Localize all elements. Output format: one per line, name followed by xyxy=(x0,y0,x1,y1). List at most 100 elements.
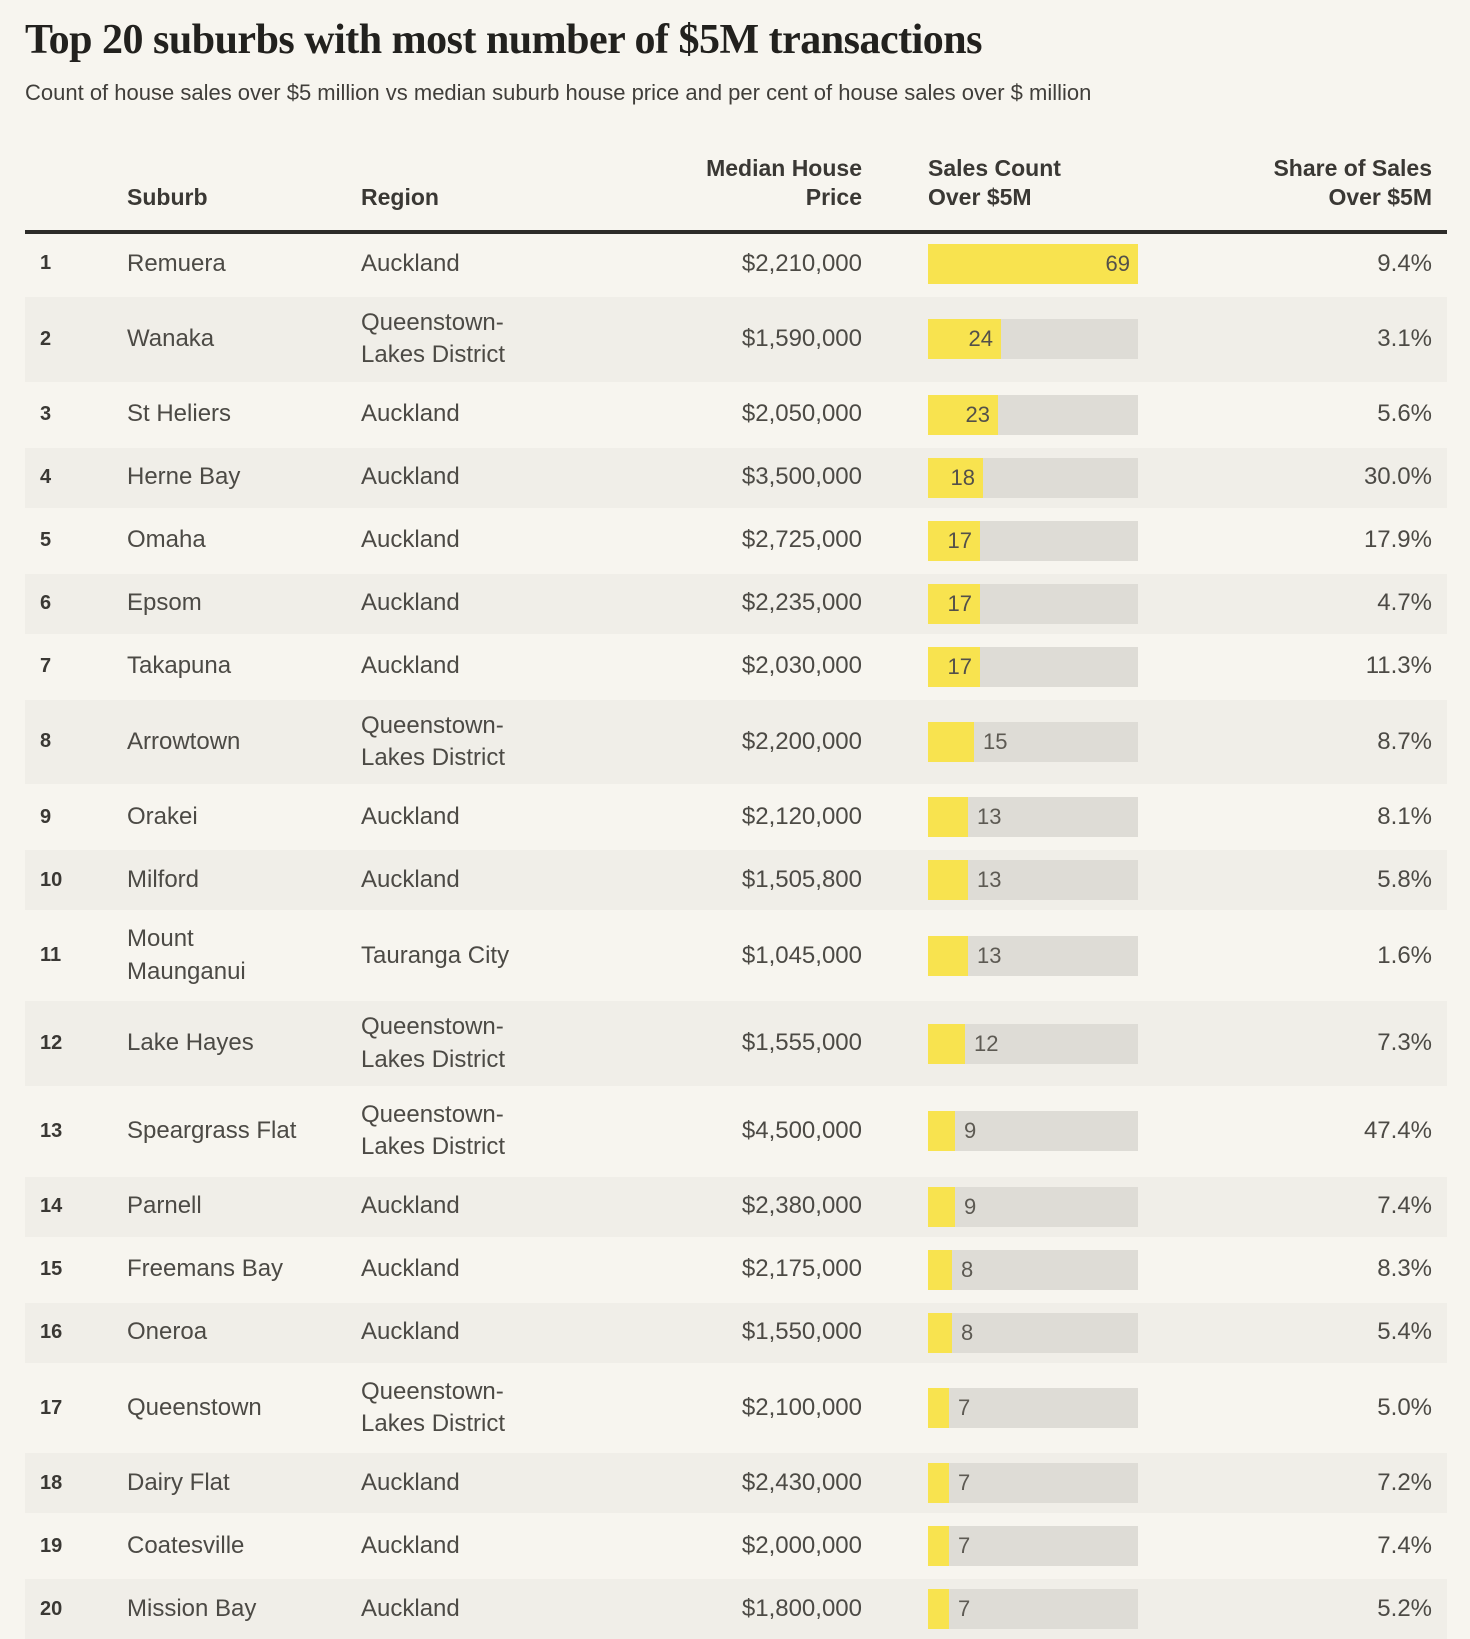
sales-count-cell: 24 xyxy=(880,319,1138,360)
suburb-cell: Speargrass Flat xyxy=(127,1117,297,1145)
sales-count-bar-track: 23 xyxy=(928,394,1138,435)
median-price-cell: $2,175,000 xyxy=(741,1255,862,1283)
share-cell: 7.4% xyxy=(1377,1192,1432,1220)
sales-count-value-label: 7 xyxy=(958,1596,971,1622)
sales-count-value-label: 12 xyxy=(974,1030,999,1056)
suburb-cell: Remuera xyxy=(127,249,226,277)
median-price-cell: $3,500,000 xyxy=(741,463,862,491)
sales-count-value-label: 7 xyxy=(958,1470,971,1496)
sales-count-bar-track: 7 xyxy=(928,1589,1138,1630)
median-price-cell: $1,555,000 xyxy=(741,1029,862,1057)
sales-count-bar-fill xyxy=(928,721,974,762)
sales-count-cell: 8 xyxy=(880,1312,1138,1353)
rank-cell: 9 xyxy=(40,805,52,828)
sales-count-bar-track: 9 xyxy=(928,1186,1138,1227)
median-price-cell: $2,430,000 xyxy=(741,1469,862,1497)
sales-count-bar-track: 15 xyxy=(928,721,1138,762)
sales-count-bar-track: 18 xyxy=(928,457,1138,498)
sales-count-value-label: 8 xyxy=(961,1319,974,1345)
suburb-cell: Orakei xyxy=(127,803,198,831)
sales-count-bar-track: 17 xyxy=(928,646,1138,687)
suburb-cell: Oneroa xyxy=(127,1318,208,1346)
sales-count-bar-fill xyxy=(928,394,998,435)
median-price-cell: $2,030,000 xyxy=(741,652,862,680)
sales-count-value-label: 13 xyxy=(977,867,1002,893)
table-row: 15 Freemans Bay Auckland $2,175,000 8 8.… xyxy=(25,1236,1447,1300)
region-cell: Queenstown-Lakes District xyxy=(361,308,506,369)
sales-count-bar-track: 24 xyxy=(928,319,1138,360)
table-row: 16 Oneroa Auckland $1,550,000 8 5.4% xyxy=(25,1299,1447,1363)
rank-cell: 19 xyxy=(40,1534,63,1557)
suburb-cell: Queenstown xyxy=(127,1393,262,1421)
share-cell: 5.8% xyxy=(1377,866,1432,894)
sales-count-value-label: 15 xyxy=(983,729,1008,755)
page-title: Top 20 suburbs with most number of $5M t… xyxy=(25,17,983,63)
rank-cell: 2 xyxy=(40,327,52,350)
sales-count-cell: 9 xyxy=(880,1111,1138,1152)
sales-count-bar-fill xyxy=(928,860,968,901)
sales-count-value-label: 18 xyxy=(950,464,975,490)
sales-count-value-label: 23 xyxy=(965,401,990,427)
median-price-cell: $2,725,000 xyxy=(741,526,862,554)
sales-count-bar-track: 7 xyxy=(928,1388,1138,1429)
region-cell: Queenstown-Lakes District xyxy=(361,1377,506,1438)
share-cell: 5.2% xyxy=(1377,1595,1432,1623)
sales-count-cell: 8 xyxy=(880,1249,1138,1290)
share-cell: 17.9% xyxy=(1363,526,1432,554)
sales-count-bar-fill xyxy=(928,1111,955,1152)
sales-count-value-label: 24 xyxy=(968,326,993,352)
rank-cell: 6 xyxy=(40,592,52,615)
table-row: 6 Epsom Auckland $2,235,000 17 4.7% xyxy=(25,570,1447,634)
median-price-cell: $2,120,000 xyxy=(741,803,862,831)
sales-count-value-label: 7 xyxy=(958,1395,971,1421)
region-cell: Auckland xyxy=(361,1255,460,1283)
suburb-cell: Epsom xyxy=(127,589,202,617)
share-cell: 9.4% xyxy=(1377,249,1432,277)
sales-count-bar-track: 13 xyxy=(928,860,1138,901)
suburb-cell: Wanaka xyxy=(127,324,215,352)
table-row: 13 Speargrass Flat Queenstown-Lakes Dist… xyxy=(25,1085,1447,1174)
sales-count-bar-fill xyxy=(928,1388,949,1429)
sales-count-cell: 7 xyxy=(880,1589,1138,1630)
rank-cell: 8 xyxy=(40,730,52,753)
sales-count-bar-track: 17 xyxy=(928,583,1138,624)
table-row: 4 Herne Bay Auckland $3,500,000 18 30.0% xyxy=(25,444,1447,508)
rank-cell: 1 xyxy=(40,252,52,275)
sales-count-cell: 7 xyxy=(880,1463,1138,1504)
sales-count-bar-fill xyxy=(928,646,980,687)
sales-count-value-label: 13 xyxy=(977,942,1002,968)
region-cell: Auckland xyxy=(361,652,460,680)
median-price-cell: $1,550,000 xyxy=(741,1318,862,1346)
region-cell: Queenstown-Lakes District xyxy=(361,711,506,771)
share-cell: 3.1% xyxy=(1377,324,1432,352)
suburb-cell: Dairy Flat xyxy=(127,1469,230,1497)
header-median-price: Median House Price xyxy=(706,154,862,211)
sales-count-bar-track: 13 xyxy=(928,935,1138,976)
suburb-cell: Takapuna xyxy=(127,652,232,680)
region-cell: Tauranga City xyxy=(361,941,510,969)
sales-count-bar-track: 8 xyxy=(928,1249,1138,1290)
table-row: 20 Mission Bay Auckland $1,800,000 7 5.2… xyxy=(25,1576,1447,1639)
header-region: Region xyxy=(361,184,439,211)
sales-count-bar-fill xyxy=(928,583,980,624)
table-row: 1 Remuera Auckland $2,210,000 69 9.4% xyxy=(25,234,1447,294)
rank-cell: 17 xyxy=(40,1396,63,1419)
sales-count-bar-fill xyxy=(928,1312,952,1353)
suburbs-table: Suburb Region Median House Price Sales C… xyxy=(25,154,1447,1639)
suburb-cell: Milford xyxy=(127,866,200,894)
sales-count-value-label: 9 xyxy=(964,1193,977,1219)
median-price-cell: $2,235,000 xyxy=(741,589,862,617)
share-cell: 7.2% xyxy=(1377,1469,1432,1497)
share-cell: 8.7% xyxy=(1377,727,1432,755)
rank-cell: 16 xyxy=(40,1321,63,1344)
sales-count-cell: 13 xyxy=(880,797,1138,838)
table-row: 18 Dairy Flat Auckland $2,430,000 7 7.2% xyxy=(25,1450,1447,1514)
rank-cell: 10 xyxy=(40,868,63,891)
rank-cell: 12 xyxy=(40,1032,63,1054)
suburb-cell: Lake Hayes xyxy=(127,1029,254,1057)
share-cell: 5.4% xyxy=(1377,1318,1432,1346)
sales-count-cell: 15 xyxy=(880,721,1138,762)
sales-count-bar-track: 13 xyxy=(928,797,1138,838)
share-cell: 7.3% xyxy=(1377,1029,1432,1057)
